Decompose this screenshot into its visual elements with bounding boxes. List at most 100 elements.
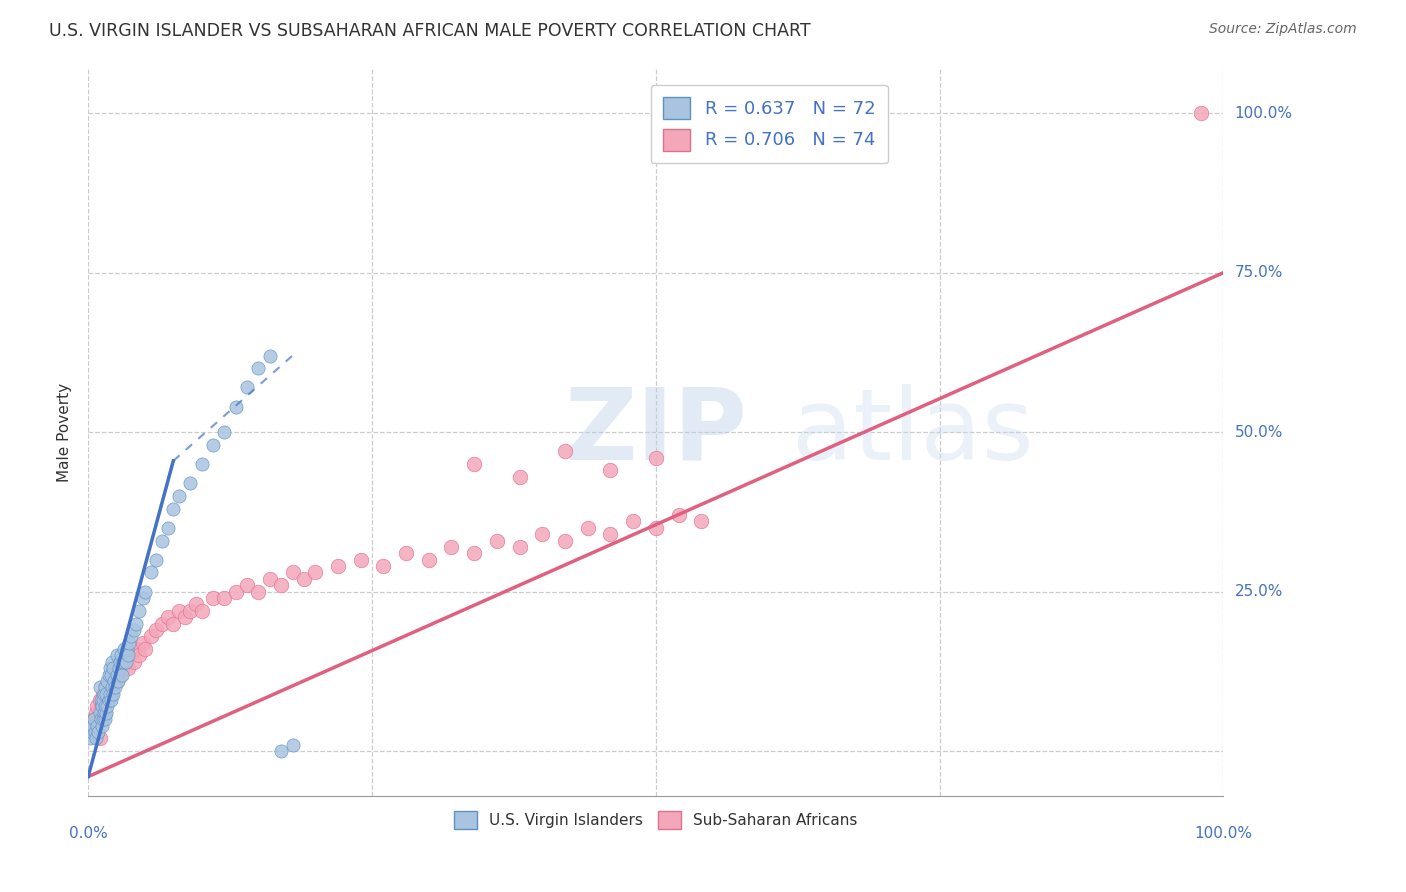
- Point: [111, 667, 134, 681]
- Point: [509, 470, 531, 484]
- Point: [117, 661, 139, 675]
- Text: 25.0%: 25.0%: [1234, 584, 1282, 599]
- Point: [134, 584, 156, 599]
- Point: [120, 629, 142, 643]
- Text: atlas: atlas: [792, 384, 1033, 481]
- Point: [128, 604, 150, 618]
- Point: [105, 673, 128, 688]
- Point: [259, 572, 281, 586]
- Point: [104, 661, 127, 675]
- Point: [103, 667, 125, 681]
- Point: [89, 712, 111, 726]
- Point: [117, 648, 139, 663]
- Point: [531, 527, 554, 541]
- Point: [90, 693, 112, 707]
- Point: [162, 501, 184, 516]
- Point: [167, 489, 190, 503]
- Text: Source: ZipAtlas.com: Source: ZipAtlas.com: [1209, 22, 1357, 37]
- Point: [122, 623, 145, 637]
- Point: [80, 718, 103, 732]
- Point: [485, 533, 508, 548]
- Point: [270, 578, 292, 592]
- Point: [644, 521, 666, 535]
- Point: [554, 533, 576, 548]
- Point: [79, 731, 101, 746]
- Point: [96, 706, 118, 720]
- Point: [190, 457, 212, 471]
- Point: [94, 699, 117, 714]
- Point: [179, 604, 201, 618]
- Point: [131, 591, 153, 605]
- Point: [91, 687, 114, 701]
- Text: ZIP: ZIP: [565, 384, 748, 481]
- Point: [111, 661, 134, 675]
- Point: [118, 635, 141, 649]
- Point: [89, 731, 111, 746]
- Text: 75.0%: 75.0%: [1234, 265, 1282, 280]
- Point: [259, 349, 281, 363]
- Text: 0.0%: 0.0%: [69, 826, 107, 841]
- Point: [114, 642, 136, 657]
- Point: [101, 655, 124, 669]
- Point: [167, 604, 190, 618]
- Point: [202, 438, 225, 452]
- Point: [120, 648, 142, 663]
- Point: [270, 744, 292, 758]
- Point: [139, 629, 162, 643]
- Point: [236, 380, 259, 394]
- Point: [91, 693, 114, 707]
- Point: [214, 591, 236, 605]
- Point: [100, 667, 122, 681]
- Point: [105, 648, 128, 663]
- Point: [173, 610, 195, 624]
- Point: [184, 598, 207, 612]
- Point: [156, 610, 179, 624]
- Point: [108, 655, 131, 669]
- Point: [100, 687, 122, 701]
- Point: [101, 687, 124, 701]
- Point: [101, 661, 124, 675]
- Text: 100.0%: 100.0%: [1234, 105, 1292, 120]
- Point: [101, 681, 124, 695]
- Point: [139, 566, 162, 580]
- Point: [83, 712, 105, 726]
- Point: [101, 681, 124, 695]
- Point: [90, 718, 112, 732]
- Point: [87, 725, 110, 739]
- Point: [103, 673, 125, 688]
- Point: [440, 540, 463, 554]
- Point: [93, 706, 115, 720]
- Point: [86, 699, 108, 714]
- Point: [90, 712, 112, 726]
- Point: [326, 559, 349, 574]
- Point: [82, 718, 104, 732]
- Point: [89, 693, 111, 707]
- Point: [108, 667, 131, 681]
- Point: [292, 572, 315, 586]
- Point: [463, 457, 485, 471]
- Point: [104, 681, 127, 695]
- Point: [214, 425, 236, 439]
- Point: [145, 552, 167, 566]
- Point: [225, 400, 247, 414]
- Point: [418, 552, 440, 566]
- Point: [599, 463, 621, 477]
- Point: [509, 540, 531, 554]
- Point: [125, 642, 148, 657]
- Point: [91, 712, 114, 726]
- Point: [150, 533, 173, 548]
- Point: [554, 444, 576, 458]
- Point: [84, 731, 107, 746]
- Point: [644, 450, 666, 465]
- Point: [84, 725, 107, 739]
- Legend: U.S. Virgin Islanders, Sub-Saharan Africans: U.S. Virgin Islanders, Sub-Saharan Afric…: [447, 805, 863, 836]
- Point: [90, 699, 112, 714]
- Point: [125, 616, 148, 631]
- Point: [599, 527, 621, 541]
- Point: [97, 667, 120, 681]
- Point: [89, 681, 111, 695]
- Point: [202, 591, 225, 605]
- Point: [90, 699, 112, 714]
- Point: [190, 604, 212, 618]
- Text: 50.0%: 50.0%: [1234, 425, 1282, 440]
